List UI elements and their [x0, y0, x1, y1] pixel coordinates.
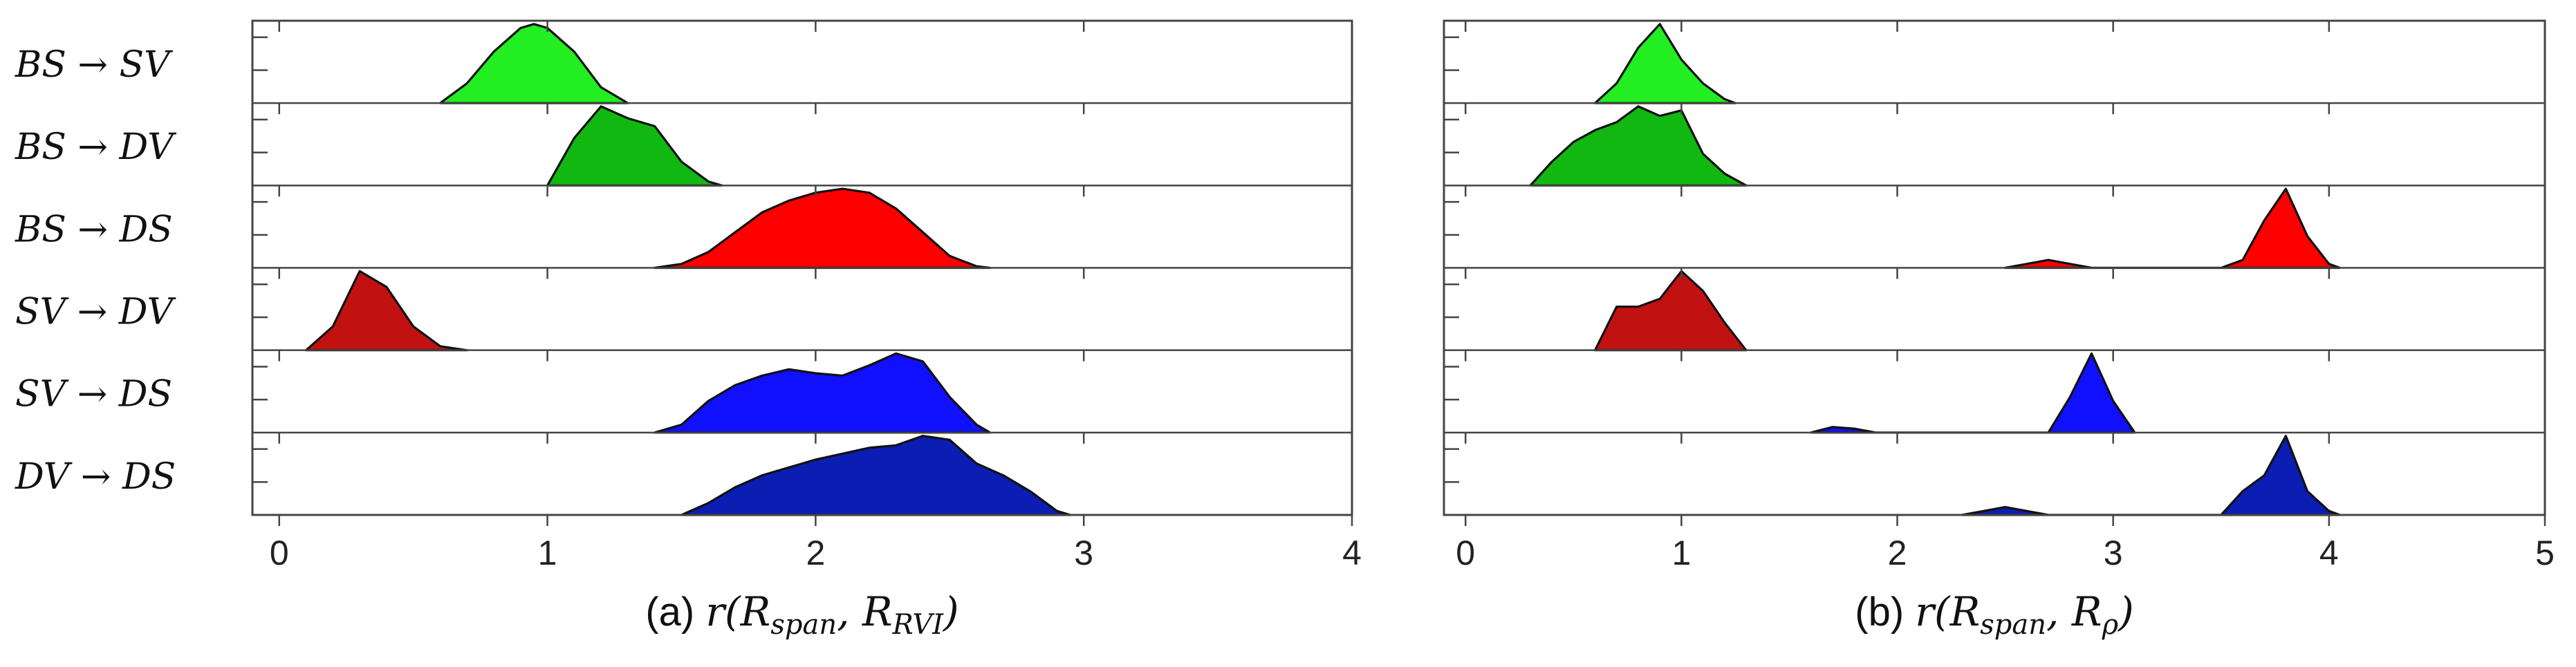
row-label-bs-to-sv: BS → SV — [15, 44, 173, 86]
ridge-b-bs-to-dv — [1529, 105, 1748, 187]
ridge-a-bs-to-ds — [654, 187, 992, 270]
ridge-a-bs-to-sv — [438, 23, 629, 104]
row-label-dv-to-ds: DV → DS — [15, 456, 176, 498]
xtick-label-a-4: 4 — [1342, 534, 1362, 572]
ridge-a-bs-to-dv — [546, 105, 723, 187]
ridge-b-sv-to-dv — [1593, 270, 1748, 352]
row-label-sv-to-ds: SV → DS — [15, 374, 172, 415]
panel-frame-a — [251, 19, 1353, 516]
ridge-a-dv-to-ds — [680, 435, 1072, 516]
ridge-b-dv-to-ds — [1961, 435, 2342, 516]
ridge-b-bs-to-ds — [2004, 187, 2342, 270]
row-label-sv-to-dv: SV → DV — [15, 292, 176, 333]
xtick-label-b-1: 1 — [1671, 534, 1691, 572]
ridge-b-bs-to-sv — [1593, 23, 1736, 104]
row-label-bs-to-dv: BS → DV — [15, 126, 176, 168]
row-label-bs-to-ds: BS → DS — [15, 209, 173, 250]
xtick-label-b-4: 4 — [2319, 534, 2339, 572]
panel-frame-b — [1443, 19, 2546, 516]
ridge-b-sv-to-ds — [1810, 352, 2136, 434]
xtick-label-a-2: 2 — [806, 534, 825, 572]
xtick-label-b-0: 0 — [1456, 534, 1475, 572]
xtick-label-a-0: 0 — [270, 534, 289, 572]
caption-a: (a) r(Rspan, RRVI) — [645, 588, 958, 641]
caption-b: (b) r(Rspan, Rρ) — [1855, 588, 2133, 641]
ridge-a-sv-to-ds — [654, 352, 992, 434]
xtick-label-a-3: 3 — [1074, 534, 1093, 572]
xtick-label-b-5: 5 — [2535, 534, 2555, 572]
ridge-a-sv-to-dv — [305, 270, 468, 352]
xtick-label-b-3: 3 — [2104, 534, 2123, 572]
xtick-label-b-2: 2 — [1888, 534, 1907, 572]
xtick-label-a-1: 1 — [538, 534, 557, 572]
